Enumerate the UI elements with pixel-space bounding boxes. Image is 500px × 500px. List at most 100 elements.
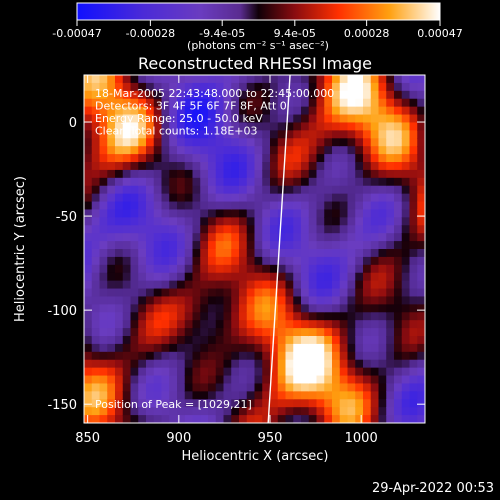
heatmap-cell xyxy=(254,201,263,211)
colorbar-tick-label: 9.4e-05 xyxy=(274,27,316,40)
heatmap-cell xyxy=(99,304,108,313)
heatmap-cell xyxy=(262,162,271,171)
heatmap-cell xyxy=(192,256,201,266)
heatmap-cell xyxy=(246,328,256,337)
heatmap-cell xyxy=(115,272,124,282)
heatmap-cell xyxy=(107,241,116,250)
heatmap-cell xyxy=(293,177,302,187)
heatmap-cell xyxy=(246,359,256,369)
heatmap-cell xyxy=(262,177,271,187)
heatmap-cell xyxy=(262,415,271,423)
heatmap-cell xyxy=(138,399,147,408)
heatmap-cell xyxy=(347,264,356,274)
heatmap-cell xyxy=(200,75,209,84)
heatmap-cell xyxy=(246,106,256,116)
heatmap-cell xyxy=(99,177,108,187)
heatmap-cell xyxy=(324,138,333,147)
heatmap-cell xyxy=(107,209,116,218)
heatmap-cell xyxy=(355,122,364,131)
heatmap-cell xyxy=(324,106,333,116)
heatmap-cell xyxy=(394,154,403,163)
heatmap-cell xyxy=(401,146,411,155)
heatmap-cell xyxy=(239,225,248,234)
heatmap-cell xyxy=(378,399,387,408)
heatmap-cell xyxy=(332,296,341,305)
heatmap-cell xyxy=(153,177,163,187)
heatmap-cell xyxy=(161,193,170,203)
heatmap-cell xyxy=(223,328,232,337)
heatmap-cell xyxy=(161,106,170,116)
heatmap-cell xyxy=(192,367,201,377)
heatmap-cell xyxy=(122,272,132,282)
heatmap-cell xyxy=(332,312,341,321)
heatmap-cell xyxy=(169,82,178,92)
heatmap-cell xyxy=(138,304,147,313)
heatmap-cell xyxy=(394,280,403,290)
heatmap-cell xyxy=(401,162,411,171)
heatmap-cell xyxy=(91,296,101,305)
heatmap-cell xyxy=(301,375,310,385)
heatmap-cell xyxy=(347,75,356,84)
heatmap-cell xyxy=(84,225,93,234)
heatmap-cell xyxy=(138,177,147,187)
heatmap-cell xyxy=(277,75,287,84)
heatmap-cell xyxy=(99,280,108,290)
heatmap-cell xyxy=(169,296,178,305)
heatmap-cell xyxy=(277,288,287,298)
heatmap-cell xyxy=(246,233,256,242)
heatmap-cell xyxy=(177,154,186,163)
heatmap-cell xyxy=(285,304,294,313)
heatmap-cell xyxy=(409,209,418,218)
heatmap-cell xyxy=(324,241,333,250)
heatmap-cell xyxy=(417,280,425,290)
heatmap-cell xyxy=(192,288,201,298)
heatmap-cell xyxy=(130,106,139,116)
heatmap-cell xyxy=(231,272,240,282)
heatmap-cell xyxy=(169,154,178,163)
heatmap-cell xyxy=(262,249,271,258)
heatmap-cell xyxy=(84,201,93,211)
heatmap-cell xyxy=(316,130,325,139)
heatmap-cell xyxy=(254,343,263,353)
heatmap-cell xyxy=(347,241,356,250)
heatmap-cell xyxy=(370,359,380,369)
heatmap-cell xyxy=(91,217,101,226)
heatmap-cell xyxy=(401,130,411,139)
heatmap-cell xyxy=(332,130,341,139)
heatmap-cell xyxy=(223,82,232,92)
heatmap-cell xyxy=(378,75,387,84)
heatmap-cell xyxy=(363,359,372,369)
heatmap-cell xyxy=(316,407,325,416)
heatmap-cell xyxy=(192,138,201,147)
heatmap-cell xyxy=(277,90,287,100)
heatmap-cell xyxy=(122,162,132,171)
heatmap-cell xyxy=(239,82,248,92)
heatmap-cell xyxy=(99,162,108,171)
heatmap-cell xyxy=(231,328,240,337)
heatmap-cell xyxy=(347,304,356,313)
heatmap-cell xyxy=(184,383,194,392)
heatmap-cell xyxy=(122,130,132,139)
heatmap-cell xyxy=(200,82,209,92)
heatmap-cell xyxy=(301,82,310,92)
heatmap-cell xyxy=(409,351,418,361)
heatmap-cell xyxy=(254,233,263,242)
heatmap-cell xyxy=(138,288,147,298)
heatmap-cell xyxy=(146,138,155,147)
heatmap-cell xyxy=(386,336,395,345)
heatmap-cell xyxy=(115,217,124,226)
heatmap-cell xyxy=(394,114,403,124)
heatmap-cell xyxy=(84,130,93,139)
heatmap-cell xyxy=(84,312,93,321)
heatmap-cell xyxy=(347,233,356,242)
heatmap-cell xyxy=(138,122,147,131)
heatmap-cell xyxy=(370,82,380,92)
heatmap-cell xyxy=(122,399,132,408)
heatmap-cell xyxy=(386,114,395,124)
heatmap-cell xyxy=(308,241,318,250)
heatmap-cell xyxy=(308,367,318,377)
heatmap-cell xyxy=(386,146,395,155)
heatmap-cell xyxy=(324,304,333,313)
heatmap-cell xyxy=(378,351,387,361)
heatmap-cell xyxy=(177,375,186,385)
